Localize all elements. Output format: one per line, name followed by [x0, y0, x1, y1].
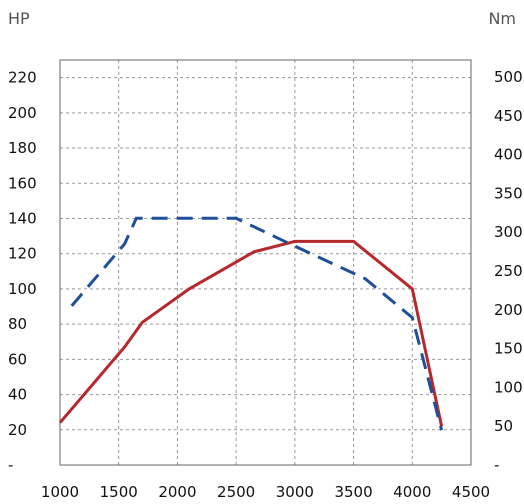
- x-axis-ticks: 1000 1500 2000 2500 3000 3500 4000 4500: [41, 483, 490, 501]
- left-tick-label: 120: [8, 245, 37, 263]
- x-tick-label: 2000: [158, 483, 196, 501]
- right-tick-label: 150: [494, 340, 523, 358]
- left-tick-label: 80: [8, 315, 27, 333]
- left-tick-label: 180: [8, 139, 37, 157]
- left-tick-label: -: [8, 456, 13, 474]
- plot-frame: [59, 59, 472, 466]
- x-tick-label: 4500: [452, 483, 490, 501]
- right-axis-ticks: - 50 100 150 200 250 300 350 400 450 500: [494, 68, 523, 474]
- x-tick-label: 1000: [41, 483, 79, 501]
- x-tick-label: 1500: [100, 483, 138, 501]
- left-axis-ticks: - 20 40 60 80 100 120 140 160 180 200 220: [8, 69, 37, 474]
- x-tick-label: 4000: [393, 483, 431, 501]
- series-line-1: [70, 216, 444, 431]
- series-line-0: [58, 239, 444, 427]
- right-tick-label: 200: [494, 301, 523, 319]
- left-tick-label: 220: [8, 69, 37, 87]
- right-tick-label: 50: [494, 417, 513, 435]
- left-tick-label: 40: [8, 386, 27, 404]
- right-tick-label: 450: [494, 107, 523, 125]
- left-tick-label: 20: [8, 421, 27, 439]
- x-tick-label: 3500: [334, 483, 372, 501]
- grid: [59, 60, 472, 466]
- right-tick-label: 300: [494, 223, 523, 241]
- right-tick-label: 350: [494, 184, 523, 202]
- right-axis-label: Nm: [488, 9, 516, 28]
- x-tick-label: 3000: [276, 483, 314, 501]
- left-tick-label: 100: [8, 280, 37, 298]
- right-tick-label: -: [494, 456, 499, 474]
- left-tick-label: 200: [8, 104, 37, 122]
- left-tick-label: 60: [8, 350, 27, 368]
- left-tick-label: 140: [8, 209, 37, 227]
- right-tick-label: 500: [494, 68, 523, 86]
- left-tick-label: 160: [8, 174, 37, 192]
- left-axis-label: HP: [8, 9, 30, 28]
- right-tick-label: 400: [494, 146, 523, 164]
- x-tick-label: 2500: [217, 483, 255, 501]
- right-tick-label: 250: [494, 262, 523, 280]
- right-tick-label: 100: [494, 378, 523, 396]
- series-group: [58, 216, 444, 431]
